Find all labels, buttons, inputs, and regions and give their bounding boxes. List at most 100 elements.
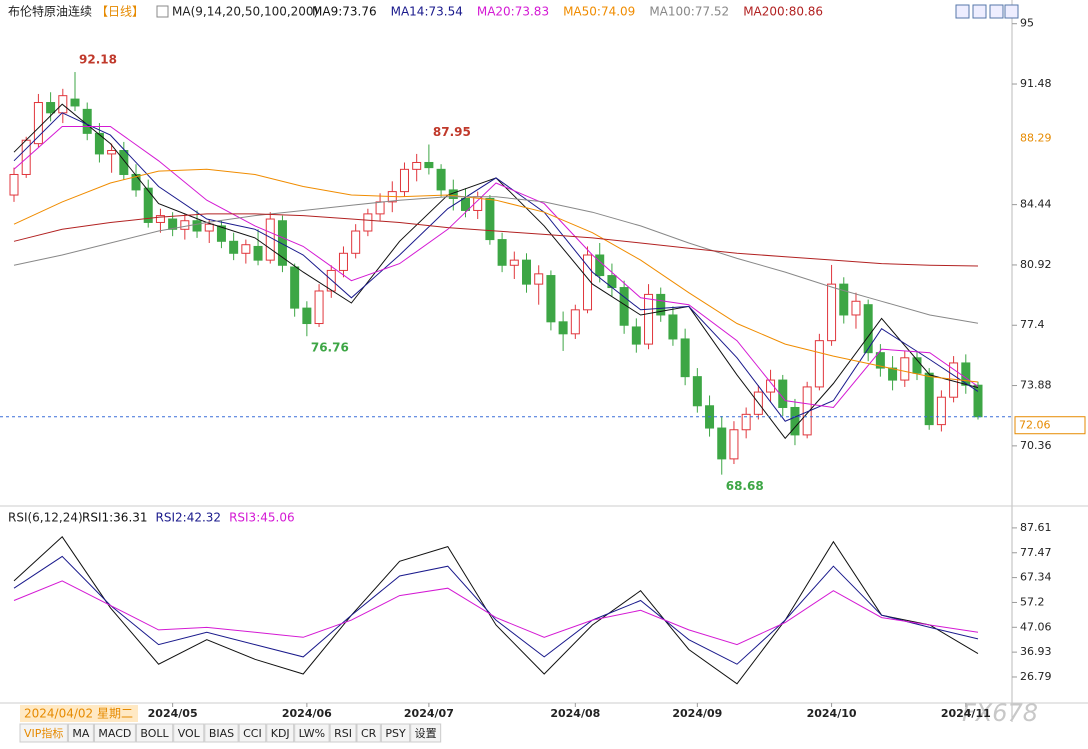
toolbar-button-bg[interactable]: [204, 723, 239, 743]
cursor-date: 2024/04/02 星期二: [24, 707, 133, 721]
toolbar-button-bg[interactable]: [19, 723, 68, 743]
toolbar-button-bg[interactable]: [294, 723, 330, 743]
candle-body: [497, 239, 507, 266]
candle-body: [131, 173, 141, 191]
rsi-y-tick-label: 26.79: [1020, 670, 1052, 683]
candle-body: [656, 293, 666, 316]
rsi-y-tick-label: 67.34: [1020, 571, 1052, 584]
legend-value: 74.09: [601, 5, 635, 19]
toolbar-button-label[interactable]: CCI: [243, 727, 262, 740]
toolbar-button-label[interactable]: BOLL: [140, 727, 169, 740]
tool-button[interactable]: [1004, 4, 1019, 19]
toolbar-button-bg[interactable]: [356, 723, 381, 743]
toolbar-button[interactable]: MACD: [93, 723, 136, 743]
rsi-legend-name: RSI3:: [229, 511, 260, 525]
candle-body: [827, 283, 837, 342]
candle-body: [70, 98, 80, 107]
rsi-legend-value: 45.06: [260, 511, 294, 525]
rsi-legend-name: RSI2:: [156, 511, 187, 525]
toolbar-button-label[interactable]: CR: [361, 727, 377, 740]
toolbar-button[interactable]: BIAS: [204, 723, 239, 743]
legend-name: MA14:: [391, 5, 429, 19]
tool-button[interactable]: [955, 4, 970, 19]
toolbar-button[interactable]: KDJ: [266, 723, 295, 743]
candle-body: [851, 300, 861, 316]
candle-body: [204, 223, 214, 232]
toolbar-button-bg[interactable]: [67, 723, 94, 743]
toolbar-button-bg[interactable]: [266, 723, 295, 743]
watermark: FX678: [962, 699, 1038, 727]
candle-body: [460, 197, 470, 211]
candle-body: [595, 254, 605, 277]
rsi-y-tick-label: 36.93: [1020, 645, 1052, 658]
candle-body: [436, 168, 446, 191]
toolbar-button[interactable]: CCI: [238, 723, 267, 743]
candle-body: [766, 379, 776, 393]
rsi-label: RSI(6,12,24): [8, 511, 83, 525]
candle-body: [668, 314, 678, 340]
rsi-legend-value: 36.31: [113, 511, 147, 525]
candle-body: [168, 218, 178, 230]
candle-body: [265, 218, 275, 261]
toolbar-button-label[interactable]: BIAS: [209, 727, 234, 740]
tool-button[interactable]: [972, 4, 987, 19]
toolbar-button[interactable]: CR: [356, 723, 381, 743]
toolbar-button-bg[interactable]: [329, 723, 357, 743]
candle-body: [802, 386, 812, 436]
toolbar-button-bg[interactable]: [173, 723, 205, 743]
toolbar-button[interactable]: RSI: [329, 723, 357, 743]
toolbar-button-label[interactable]: RSI: [334, 727, 352, 740]
x-tick-label: 2024/07: [404, 707, 454, 720]
x-tick-label: 2024/06: [282, 707, 332, 720]
toolbar-button-label[interactable]: VIP指标: [24, 726, 63, 740]
candle-body: [302, 307, 312, 325]
toolbar-button-label[interactable]: MACD: [98, 727, 131, 740]
toolbar-button[interactable]: VIP指标: [19, 723, 68, 743]
legend-name: MA100:: [649, 5, 695, 19]
candle-body: [216, 225, 226, 242]
toolbar-button-label[interactable]: KDJ: [271, 727, 290, 740]
candle-body: [900, 357, 910, 381]
toolbar-button-bg[interactable]: [135, 723, 174, 743]
legend-name: MA200:: [743, 5, 789, 19]
toolbar-button[interactable]: MA: [67, 723, 94, 743]
candle-body: [485, 197, 495, 241]
toolbar-button[interactable]: LW%: [294, 723, 330, 743]
toolbar-button[interactable]: VOL: [173, 723, 205, 743]
toolbar-button-label[interactable]: PSY: [385, 727, 406, 740]
toolbar-button-bg[interactable]: [93, 723, 136, 743]
candle-body: [778, 379, 788, 408]
legend-value: 73.54: [428, 5, 462, 19]
toolbar-button[interactable]: 设置: [410, 723, 442, 743]
toolbar-button-bg[interactable]: [410, 723, 442, 743]
toolbar-button-bg[interactable]: [238, 723, 267, 743]
candle-body: [875, 352, 885, 369]
y-tick-label: 91.48: [1020, 77, 1052, 90]
y-tick-label: 73.88: [1020, 379, 1052, 392]
candle-body: [741, 413, 751, 431]
candle-body: [570, 309, 580, 335]
candle-body: [509, 259, 519, 266]
candle-body: [961, 362, 971, 386]
ma-icon[interactable]: [156, 5, 169, 18]
candle-body: [839, 283, 849, 316]
toolbar-button[interactable]: BOLL: [135, 723, 174, 743]
rsi-y-tick-label: 87.61: [1020, 521, 1052, 534]
toolbar-button-bg[interactable]: [380, 723, 411, 743]
extreme-label: 87.95: [433, 125, 471, 139]
toolbar-button-label[interactable]: 设置: [415, 727, 437, 740]
candle-body: [94, 132, 104, 155]
header: 布伦特原油连续 【日线】 MA(9,14,20,50,100,200) RSI(…: [8, 4, 1019, 525]
candle-body: [399, 168, 409, 193]
y-tick-label: 95: [1020, 17, 1034, 30]
toolbar-button-label[interactable]: LW%: [299, 727, 325, 740]
rsi-line: [13, 555, 979, 665]
toolbar-button-label[interactable]: MA: [72, 727, 89, 740]
y-tick-label: 84.44: [1020, 198, 1052, 211]
ma-line: [13, 126, 979, 409]
legend-name: MA9:: [312, 5, 342, 19]
toolbar-button-label[interactable]: VOL: [178, 727, 201, 740]
toolbar-button[interactable]: PSY: [380, 723, 411, 743]
tool-button[interactable]: [989, 4, 1004, 19]
candle-body: [155, 215, 165, 223]
